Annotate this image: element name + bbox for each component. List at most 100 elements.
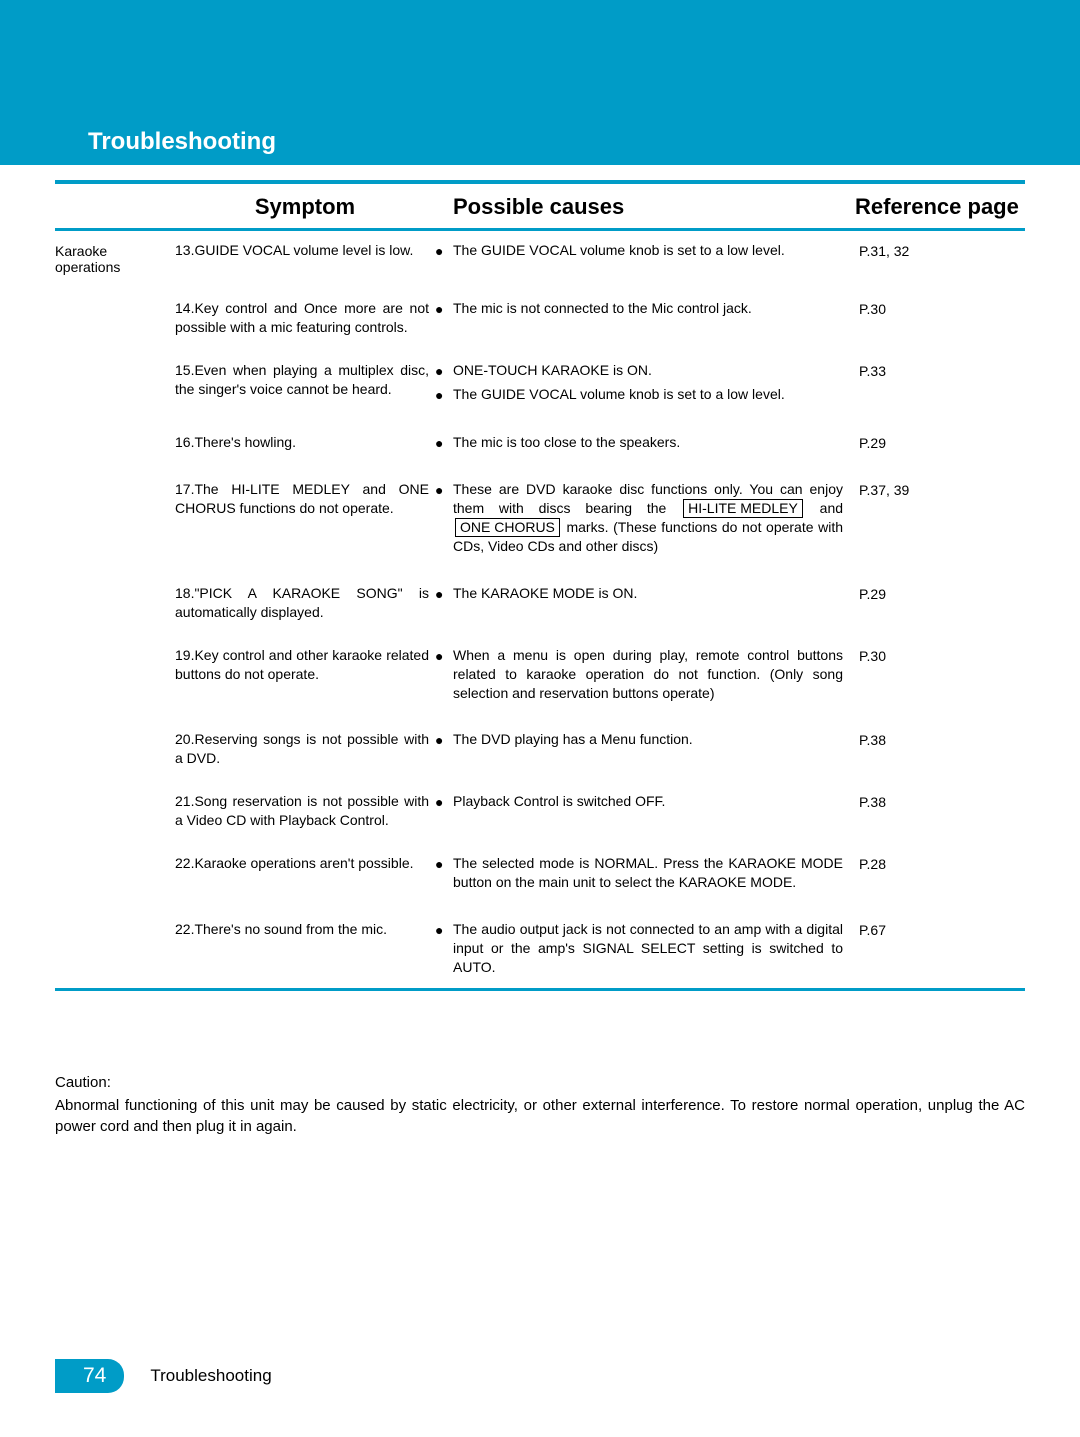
bullet-icon: ● <box>435 854 453 874</box>
reference-cell: P.67 <box>855 920 1025 938</box>
causes-cell: ●When a menu is open during play, remote… <box>435 646 855 707</box>
cause-text: ONE-TOUCH KARAOKE is ON. <box>453 361 843 380</box>
causes-cell: ●The mic is not connected to the Mic con… <box>435 299 855 323</box>
symptom-cell: 19.Key control and other karaoke related… <box>175 646 435 684</box>
cause-item: ●The audio output jack is not connected … <box>435 920 843 977</box>
cause-item: ●The mic is not connected to the Mic con… <box>435 299 843 319</box>
cause-item: ●The DVD playing has a Menu function. <box>435 730 843 750</box>
cause-item: ●The mic is too close to the speakers. <box>435 433 843 453</box>
header-causes: Possible causes <box>435 194 855 220</box>
bullet-icon: ● <box>435 385 453 405</box>
cause-item: ●When a menu is open during play, remote… <box>435 646 843 703</box>
symptom-cell: 22.Karaoke operations aren't possible. <box>175 854 435 873</box>
symptom-cell: 22.There's no sound from the mic. <box>175 920 435 939</box>
bullet-icon: ● <box>435 361 453 381</box>
symptom-cell: 15.Even when playing a multiplex disc, t… <box>175 361 435 399</box>
caution-label: Caution: <box>55 1072 1025 1093</box>
content-area: Symptom Possible causes Reference page K… <box>55 180 1025 991</box>
caution-text: Abnormal functioning of this unit may be… <box>55 1095 1025 1137</box>
table-body: Karaoke operations13.GUIDE VOCAL volume … <box>55 235 1025 988</box>
cause-item: ●The GUIDE VOCAL volume knob is set to a… <box>435 241 843 261</box>
reference-cell: P.38 <box>855 792 1025 810</box>
causes-cell: ●The audio output jack is not connected … <box>435 920 855 981</box>
reference-cell: P.29 <box>855 584 1025 602</box>
symptom-cell: 17.The HI-LITE MEDLEY and ONE CHORUS fun… <box>175 480 435 518</box>
table-row: 19.Key control and other karaoke related… <box>55 640 1025 725</box>
header-category-spacer <box>55 194 175 220</box>
table-row: 16.There's howling.●The mic is too close… <box>55 427 1025 475</box>
cause-item: ●The selected mode is NORMAL. Press the … <box>435 854 843 892</box>
table-bottom-rule <box>55 988 1025 991</box>
symptom-cell: 20.Reserving songs is not possible with … <box>175 730 435 768</box>
reference-cell: P.28 <box>855 854 1025 872</box>
cause-item: ●The GUIDE VOCAL volume knob is set to a… <box>435 385 843 405</box>
category-cell <box>55 480 175 482</box>
cause-text: The GUIDE VOCAL volume knob is set to a … <box>453 385 843 404</box>
bullet-icon: ● <box>435 480 453 500</box>
table-top-rule <box>55 180 1025 184</box>
symptom-cell: 18."PICK A KARAOKE SONG" is automaticall… <box>175 584 435 622</box>
cause-text: The selected mode is NORMAL. Press the K… <box>453 854 843 892</box>
table-row: 22.There's no sound from the mic.●The au… <box>55 914 1025 989</box>
bullet-icon: ● <box>435 792 453 812</box>
reference-cell: P.30 <box>855 299 1025 317</box>
cause-text: Playback Control is switched OFF. <box>453 792 843 811</box>
causes-cell: ●The mic is too close to the speakers. <box>435 433 855 457</box>
page-title: Troubleshooting <box>88 128 276 156</box>
category-cell <box>55 433 175 435</box>
causes-cell: ●These are DVD karaoke disc functions on… <box>435 480 855 560</box>
symptom-cell: 14.Key control and Once more are not pos… <box>175 299 435 337</box>
table-row: Karaoke operations13.GUIDE VOCAL volume … <box>55 235 1025 293</box>
cause-text: The audio output jack is not connected t… <box>453 920 843 977</box>
footer-section-label: Troubleshooting <box>150 1366 271 1386</box>
category-cell <box>55 584 175 586</box>
bullet-icon: ● <box>435 241 453 261</box>
category-cell <box>55 920 175 922</box>
cause-text: The DVD playing has a Menu function. <box>453 730 843 749</box>
reference-cell: P.38 <box>855 730 1025 748</box>
header-symptom: Symptom <box>175 194 435 220</box>
caution-block: Caution: Abnormal functioning of this un… <box>55 1072 1025 1137</box>
bullet-icon: ● <box>435 646 453 666</box>
category-cell <box>55 730 175 732</box>
reference-cell: P.33 <box>855 361 1025 379</box>
bullet-icon: ● <box>435 433 453 453</box>
cause-item: ●The KARAOKE MODE is ON. <box>435 584 843 604</box>
reference-cell: P.30 <box>855 646 1025 664</box>
bullet-icon: ● <box>435 584 453 604</box>
cause-text: The mic is too close to the speakers. <box>453 433 843 452</box>
header-reference: Reference page <box>855 194 1025 220</box>
category-cell <box>55 792 175 794</box>
cause-item: ●Playback Control is switched OFF. <box>435 792 843 812</box>
table-row: 21.Song reservation is not possible with… <box>55 786 1025 848</box>
cause-item: ●These are DVD karaoke disc functions on… <box>435 480 843 556</box>
cause-item: ●ONE-TOUCH KARAOKE is ON. <box>435 361 843 381</box>
bullet-icon: ● <box>435 730 453 750</box>
table-row: 14.Key control and Once more are not pos… <box>55 293 1025 355</box>
category-cell <box>55 361 175 363</box>
table-row: 18."PICK A KARAOKE SONG" is automaticall… <box>55 578 1025 640</box>
cause-text: The GUIDE VOCAL volume knob is set to a … <box>453 241 843 260</box>
cause-text: These are DVD karaoke disc functions onl… <box>453 480 843 556</box>
causes-cell: ●The selected mode is NORMAL. Press the … <box>435 854 855 896</box>
table-header-bottom-rule <box>55 228 1025 231</box>
causes-cell: ●ONE-TOUCH KARAOKE is ON.●The GUIDE VOCA… <box>435 361 855 409</box>
causes-cell: ●The GUIDE VOCAL volume knob is set to a… <box>435 241 855 265</box>
causes-cell: ●Playback Control is switched OFF. <box>435 792 855 816</box>
cause-text: The KARAOKE MODE is ON. <box>453 584 843 603</box>
table-row: 17.The HI-LITE MEDLEY and ONE CHORUS fun… <box>55 474 1025 578</box>
cause-text: When a menu is open during play, remote … <box>453 646 843 703</box>
reference-cell: P.37, 39 <box>855 480 1025 498</box>
footer: 74 Troubleshooting <box>55 1359 272 1393</box>
symptom-cell: 16.There's howling. <box>175 433 435 452</box>
table-row: 22.Karaoke operations aren't possible.●T… <box>55 848 1025 914</box>
reference-cell: P.29 <box>855 433 1025 451</box>
table-row: 20.Reserving songs is not possible with … <box>55 724 1025 786</box>
bullet-icon: ● <box>435 920 453 940</box>
table-header-row: Symptom Possible causes Reference page <box>55 190 1025 228</box>
reference-cell: P.31, 32 <box>855 241 1025 259</box>
category-cell <box>55 646 175 648</box>
category-cell <box>55 854 175 856</box>
page-number-badge: 74 <box>55 1359 124 1393</box>
category-cell <box>55 299 175 301</box>
